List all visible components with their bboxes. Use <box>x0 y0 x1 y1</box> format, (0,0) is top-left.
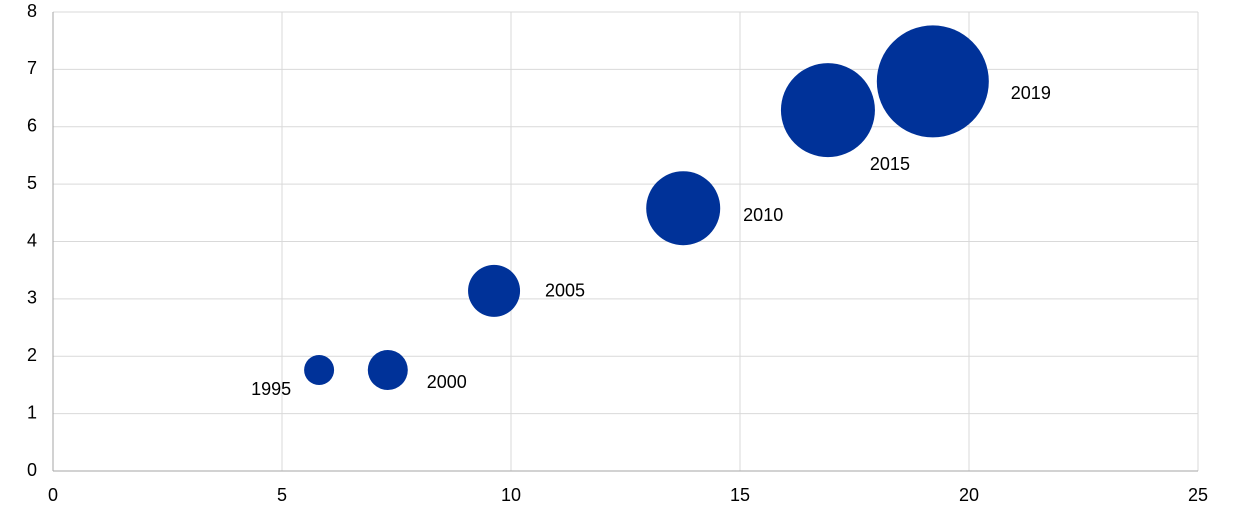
y-tick-label: 5 <box>27 173 37 193</box>
bubble <box>304 355 335 386</box>
bubble <box>780 63 875 158</box>
data-label: 2005 <box>545 281 585 301</box>
y-tick-label: 4 <box>27 230 37 250</box>
data-label: 1995 <box>251 379 291 399</box>
bubble <box>367 350 408 391</box>
x-tick-label: 15 <box>730 485 750 505</box>
x-tick-label: 25 <box>1188 485 1208 505</box>
y-tick-label: 7 <box>27 58 37 78</box>
data-label: 2019 <box>1011 83 1051 103</box>
x-tick-label: 10 <box>501 485 521 505</box>
y-tick-label: 2 <box>27 345 37 365</box>
y-tick-label: 3 <box>27 288 37 308</box>
data-label: 2000 <box>427 372 467 392</box>
x-tick-label: 5 <box>277 485 287 505</box>
data-label: 2010 <box>743 205 783 225</box>
y-tick-label: 8 <box>27 1 37 21</box>
x-tick-label: 20 <box>959 485 979 505</box>
y-tick-label: 0 <box>27 460 37 480</box>
bubble <box>646 171 721 246</box>
bubble <box>876 25 989 138</box>
x-tick-label: 0 <box>48 485 58 505</box>
y-tick-label: 1 <box>27 402 37 422</box>
data-label: 2015 <box>870 154 910 174</box>
y-tick-label: 6 <box>27 116 37 136</box>
bubble <box>468 264 521 317</box>
